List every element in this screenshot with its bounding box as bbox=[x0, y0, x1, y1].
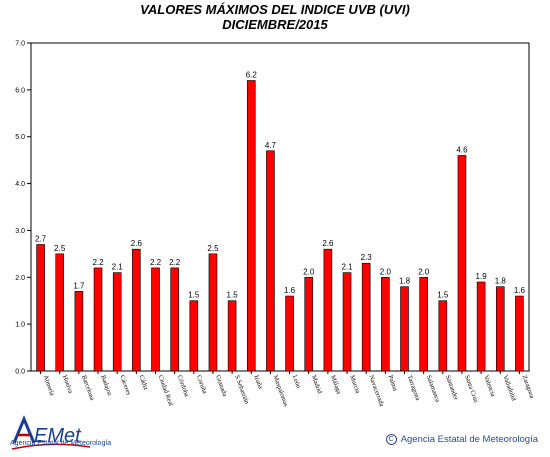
bar-value-label: 2.5 bbox=[207, 244, 219, 253]
bar bbox=[151, 267, 160, 372]
bar bbox=[438, 300, 448, 372]
x-tick-label: Palma bbox=[386, 374, 398, 392]
bar bbox=[74, 291, 84, 372]
bar-value-label: 1.5 bbox=[437, 291, 449, 300]
bar-value-label: 2.0 bbox=[380, 267, 392, 276]
x-tick-label: Badajoz bbox=[99, 374, 113, 397]
bar-value-label: 2.7 bbox=[35, 234, 47, 243]
bar bbox=[227, 300, 237, 372]
x-tick-label: Tarragona bbox=[406, 374, 422, 401]
plot-area bbox=[30, 42, 530, 372]
x-tick-label: León bbox=[291, 374, 302, 390]
bar-value-label: 2.2 bbox=[150, 258, 162, 267]
bar bbox=[457, 155, 467, 372]
bar-value-label: 2.3 bbox=[361, 253, 373, 262]
bar bbox=[285, 295, 294, 372]
x-tick-label: Ciudad Real bbox=[157, 374, 175, 407]
bar bbox=[55, 253, 65, 372]
x-tick-label: Cáceres bbox=[118, 374, 132, 396]
bar-value-label: 4.7 bbox=[265, 141, 277, 150]
x-tick-label: Granada bbox=[214, 374, 228, 397]
y-tick-label: 6.0 bbox=[15, 87, 25, 94]
bar bbox=[323, 248, 333, 372]
bar-value-label: 6.2 bbox=[246, 70, 258, 79]
bar-value-label: 4.6 bbox=[456, 145, 468, 154]
x-tick-label: Córdoba bbox=[176, 374, 190, 398]
y-tick-label: 0.0 bbox=[15, 369, 25, 376]
y-tick-label: 1.0 bbox=[15, 322, 25, 329]
x-tick-label: Maspalomas bbox=[272, 374, 290, 408]
bar-value-label: 2.6 bbox=[131, 239, 143, 248]
logo-subtitle: Agencia Estatal de Meteorología bbox=[10, 440, 112, 447]
x-tick-label: Málaga bbox=[329, 374, 342, 395]
bar bbox=[400, 286, 409, 372]
chart-subtitle: DICIEMBRE/2015 bbox=[222, 17, 328, 32]
bar bbox=[495, 286, 505, 372]
bar bbox=[170, 267, 179, 372]
x-tick-label: Valencia bbox=[482, 374, 496, 398]
x-tick-label: Santander bbox=[444, 374, 460, 402]
x-tick-label: Coruña bbox=[195, 374, 208, 394]
bar-value-label: 2.0 bbox=[303, 267, 315, 276]
bar bbox=[189, 300, 199, 372]
aemet-logo: EMet bbox=[11, 415, 91, 450]
bar-value-label: 2.1 bbox=[112, 263, 124, 272]
bar bbox=[361, 262, 371, 372]
bar-value-label: 2.5 bbox=[54, 244, 66, 253]
bar bbox=[304, 276, 314, 372]
copyright-text: Agencia Estatal de Meteorología bbox=[400, 434, 538, 446]
bar-value-label: 2.0 bbox=[418, 267, 430, 276]
y-tick-label: 2.0 bbox=[15, 275, 25, 282]
bar bbox=[93, 267, 103, 372]
x-tick-label: Izaña bbox=[252, 374, 263, 390]
bar-value-label: 2.6 bbox=[322, 239, 334, 248]
x-tick-label: S.Sebastián bbox=[233, 374, 250, 405]
bar-value-label: 2.2 bbox=[92, 258, 104, 267]
bar bbox=[112, 272, 122, 372]
x-tick-label: Almería bbox=[42, 374, 56, 397]
bar-value-label: 1.9 bbox=[476, 272, 488, 281]
bar-value-label: 1.7 bbox=[73, 281, 85, 290]
bar bbox=[36, 244, 45, 372]
bar bbox=[476, 281, 486, 372]
svg-text:EMet: EMet bbox=[34, 425, 82, 447]
bar bbox=[208, 253, 218, 372]
bar-value-label: 1.5 bbox=[227, 291, 239, 300]
x-tick-label: Huelva bbox=[61, 374, 74, 394]
chart-title: VALORES MÁXIMOS DEL INDICE UVB (UVI) bbox=[140, 2, 410, 17]
y-tick-label: 3.0 bbox=[15, 228, 25, 235]
bar bbox=[246, 80, 256, 372]
bar-value-label: 1.8 bbox=[399, 277, 411, 286]
y-tick-label: 5.0 bbox=[15, 134, 25, 141]
x-tick-label: Zaragoza bbox=[521, 374, 536, 399]
x-tick-label: Madrid bbox=[310, 374, 323, 395]
bar-value-label: 2.2 bbox=[169, 258, 181, 267]
bar-value-label: 1.5 bbox=[188, 291, 200, 300]
y-tick-label: 7.0 bbox=[15, 41, 25, 48]
x-tick-label: Santa Cruz bbox=[463, 374, 479, 403]
bar-value-label: 1.6 bbox=[284, 286, 296, 295]
y-tick-label: 4.0 bbox=[15, 181, 25, 188]
bar-value-label: 1.6 bbox=[514, 286, 526, 295]
bar bbox=[266, 150, 275, 372]
bar bbox=[515, 295, 524, 372]
bar bbox=[419, 276, 428, 372]
x-tick-label: Barcelona bbox=[80, 374, 96, 401]
copyright-notice: C Agencia Estatal de Meteorología bbox=[385, 434, 538, 446]
x-tick-label: Salamanca bbox=[425, 374, 441, 403]
bar-value-label: 2.1 bbox=[341, 263, 353, 272]
bar bbox=[132, 248, 141, 372]
x-tick-label: Cádiz bbox=[137, 374, 149, 391]
bar-value-label: 1.8 bbox=[495, 277, 507, 286]
bar bbox=[381, 276, 390, 372]
x-tick-label: Valladolid bbox=[501, 374, 517, 402]
bar bbox=[342, 272, 352, 372]
x-tick-label: Murcia bbox=[348, 374, 361, 394]
copyright-icon: C bbox=[385, 434, 397, 445]
x-tick-label: Navacerrada bbox=[367, 374, 385, 407]
